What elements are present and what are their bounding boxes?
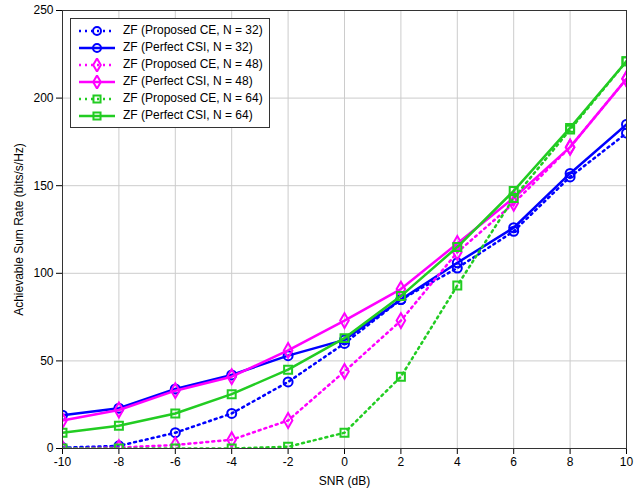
svg-text:0: 0 xyxy=(341,455,348,469)
svg-text:50: 50 xyxy=(40,354,54,368)
svg-text:4: 4 xyxy=(454,455,461,469)
html-text:ZF (Perfect CSI, N = 32): ZF (Perfect CSI, N = 32) xyxy=(123,40,253,54)
html-text:ZF (Perfect CSI, N = 64): ZF (Perfect CSI, N = 64) xyxy=(123,108,253,122)
svg-text:250: 250 xyxy=(33,3,53,17)
svg-text:0: 0 xyxy=(47,441,54,455)
svg-text:-6: -6 xyxy=(170,455,181,469)
html-text:ZF (Proposed CE, N = 64): ZF (Proposed CE, N = 64) xyxy=(123,91,263,105)
svg-text:-2: -2 xyxy=(283,455,294,469)
svg-text:100: 100 xyxy=(33,266,53,280)
html-text:ZF (Perfect CSI, N = 48): ZF (Perfect CSI, N = 48) xyxy=(123,74,253,88)
svg-text:6: 6 xyxy=(510,455,517,469)
svg-text:8: 8 xyxy=(567,455,574,469)
svg-text:-8: -8 xyxy=(114,455,125,469)
svg-text:2: 2 xyxy=(398,455,405,469)
html-text:ZF (Proposed CE, N = 48): ZF (Proposed CE, N = 48) xyxy=(123,57,263,71)
svg-text:SNR (dB): SNR (dB) xyxy=(319,474,370,488)
svg-text:Achievable Sum Rate (bits/s/Hz: Achievable Sum Rate (bits/s/Hz) xyxy=(12,143,26,316)
svg-text:-10: -10 xyxy=(54,455,72,469)
html-text:ZF (Proposed CE, N = 32): ZF (Proposed CE, N = 32) xyxy=(123,23,263,37)
svg-text:200: 200 xyxy=(33,91,53,105)
svg-text:150: 150 xyxy=(33,179,53,193)
svg-text:10: 10 xyxy=(620,455,634,469)
svg-text:-4: -4 xyxy=(226,455,237,469)
